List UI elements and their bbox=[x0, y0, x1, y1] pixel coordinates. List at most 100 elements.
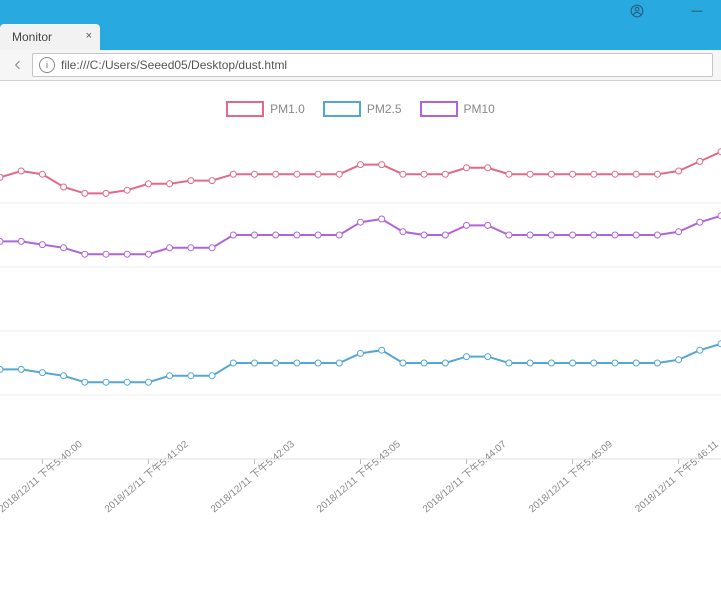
series-point-pm10 bbox=[61, 245, 67, 251]
x-axis-label: 2018/12/11 下午5:44:07 bbox=[420, 437, 509, 515]
minimize-button[interactable]: — bbox=[677, 0, 717, 22]
series-point-pm25 bbox=[379, 347, 385, 353]
series-point-pm10 bbox=[570, 232, 576, 238]
x-axis-label: 2018/12/11 下午5:42:03 bbox=[208, 437, 297, 515]
series-point-pm1 bbox=[506, 171, 512, 177]
series-point-pm1 bbox=[294, 171, 300, 177]
series-point-pm1 bbox=[697, 158, 703, 164]
series-point-pm25 bbox=[654, 360, 660, 366]
series-point-pm10 bbox=[421, 232, 427, 238]
series-point-pm25 bbox=[124, 379, 130, 385]
series-point-pm1 bbox=[145, 181, 151, 187]
series-point-pm25 bbox=[570, 360, 576, 366]
legend-label: PM2.5 bbox=[367, 102, 402, 116]
x-axis-label: 2018/12/11 下午5:41:02 bbox=[102, 437, 191, 515]
series-point-pm10 bbox=[39, 242, 45, 248]
browser-tab[interactable]: Monitor × bbox=[0, 24, 100, 50]
series-point-pm10 bbox=[273, 232, 279, 238]
series-point-pm25 bbox=[39, 370, 45, 376]
legend-swatch bbox=[226, 101, 264, 117]
site-info-icon[interactable]: i bbox=[39, 57, 55, 73]
series-point-pm25 bbox=[82, 379, 88, 385]
series-point-pm1 bbox=[0, 174, 3, 180]
series-point-pm10 bbox=[188, 245, 194, 251]
series-point-pm1 bbox=[167, 181, 173, 187]
series-point-pm1 bbox=[612, 171, 618, 177]
legend-item-pm1[interactable]: PM1.0 bbox=[226, 101, 305, 117]
series-point-pm10 bbox=[548, 232, 554, 238]
series-point-pm1 bbox=[273, 171, 279, 177]
series-point-pm25 bbox=[145, 379, 151, 385]
address-bar[interactable]: i file:///C:/Users/Seeed05/Desktop/dust.… bbox=[32, 53, 713, 77]
series-point-pm25 bbox=[188, 373, 194, 379]
window-titlebar: — bbox=[0, 0, 721, 22]
series-point-pm10 bbox=[654, 232, 660, 238]
series-point-pm25 bbox=[548, 360, 554, 366]
series-point-pm10 bbox=[336, 232, 342, 238]
series-point-pm1 bbox=[527, 171, 533, 177]
series-point-pm10 bbox=[209, 245, 215, 251]
series-point-pm10 bbox=[358, 219, 364, 225]
nav-back-partial[interactable] bbox=[8, 55, 28, 75]
x-axis-label: 2018/12/11 下午5:43:05 bbox=[314, 437, 403, 515]
series-point-pm10 bbox=[633, 232, 639, 238]
series-point-pm10 bbox=[527, 232, 533, 238]
series-point-pm25 bbox=[485, 354, 491, 360]
series-point-pm1 bbox=[39, 171, 45, 177]
series-point-pm1 bbox=[485, 165, 491, 171]
series-point-pm25 bbox=[61, 373, 67, 379]
series-point-pm1 bbox=[209, 178, 215, 184]
url-text: file:///C:/Users/Seeed05/Desktop/dust.ht… bbox=[61, 58, 287, 72]
close-icon[interactable]: × bbox=[86, 30, 92, 42]
legend-item-pm25[interactable]: PM2.5 bbox=[323, 101, 402, 117]
account-icon[interactable] bbox=[617, 0, 657, 22]
series-point-pm10 bbox=[485, 222, 491, 228]
series-point-pm25 bbox=[442, 360, 448, 366]
series-point-pm25 bbox=[230, 360, 236, 366]
x-axis-label: 2018/12/11 下午5:40:00 bbox=[0, 437, 85, 515]
series-point-pm10 bbox=[400, 229, 406, 235]
browser-toolbar: i file:///C:/Users/Seeed05/Desktop/dust.… bbox=[0, 50, 721, 81]
legend-swatch bbox=[323, 101, 361, 117]
series-point-pm10 bbox=[230, 232, 236, 238]
series-point-pm25 bbox=[400, 360, 406, 366]
series-point-pm10 bbox=[591, 232, 597, 238]
series-point-pm25 bbox=[0, 366, 3, 372]
series-point-pm1 bbox=[464, 165, 470, 171]
series-point-pm1 bbox=[358, 162, 364, 168]
series-point-pm1 bbox=[188, 178, 194, 184]
chart-canvas: 2018/12/11 下午5:40:002018/12/11 下午5:41:02… bbox=[0, 129, 721, 600]
series-point-pm25 bbox=[633, 360, 639, 366]
series-point-pm25 bbox=[315, 360, 321, 366]
series-point-pm1 bbox=[442, 171, 448, 177]
series-point-pm10 bbox=[379, 216, 385, 222]
series-point-pm10 bbox=[464, 222, 470, 228]
page-content: PM1.0 PM2.5 PM10 2018/12/11 下午5:40:00201… bbox=[0, 81, 721, 600]
legend-swatch bbox=[420, 101, 458, 117]
series-point-pm1 bbox=[570, 171, 576, 177]
series-point-pm1 bbox=[315, 171, 321, 177]
legend-label: PM10 bbox=[464, 102, 495, 116]
series-point-pm1 bbox=[18, 168, 24, 174]
series-point-pm1 bbox=[336, 171, 342, 177]
series-point-pm1 bbox=[61, 184, 67, 190]
series-point-pm10 bbox=[124, 251, 130, 257]
series-point-pm1 bbox=[252, 171, 258, 177]
series-point-pm10 bbox=[697, 219, 703, 225]
series-point-pm1 bbox=[676, 168, 682, 174]
legend-label: PM1.0 bbox=[270, 102, 305, 116]
x-axis-label: 2018/12/11 下午5:46:11 bbox=[632, 437, 721, 515]
series-point-pm25 bbox=[612, 360, 618, 366]
series-point-pm1 bbox=[633, 171, 639, 177]
series-point-pm10 bbox=[294, 232, 300, 238]
series-point-pm1 bbox=[654, 171, 660, 177]
series-point-pm1 bbox=[103, 190, 109, 196]
legend-item-pm10[interactable]: PM10 bbox=[420, 101, 495, 117]
series-point-pm10 bbox=[506, 232, 512, 238]
series-point-pm1 bbox=[400, 171, 406, 177]
series-point-pm1 bbox=[421, 171, 427, 177]
series-point-pm25 bbox=[209, 373, 215, 379]
series-point-pm25 bbox=[464, 354, 470, 360]
series-point-pm1 bbox=[548, 171, 554, 177]
tab-title: Monitor bbox=[12, 30, 52, 44]
